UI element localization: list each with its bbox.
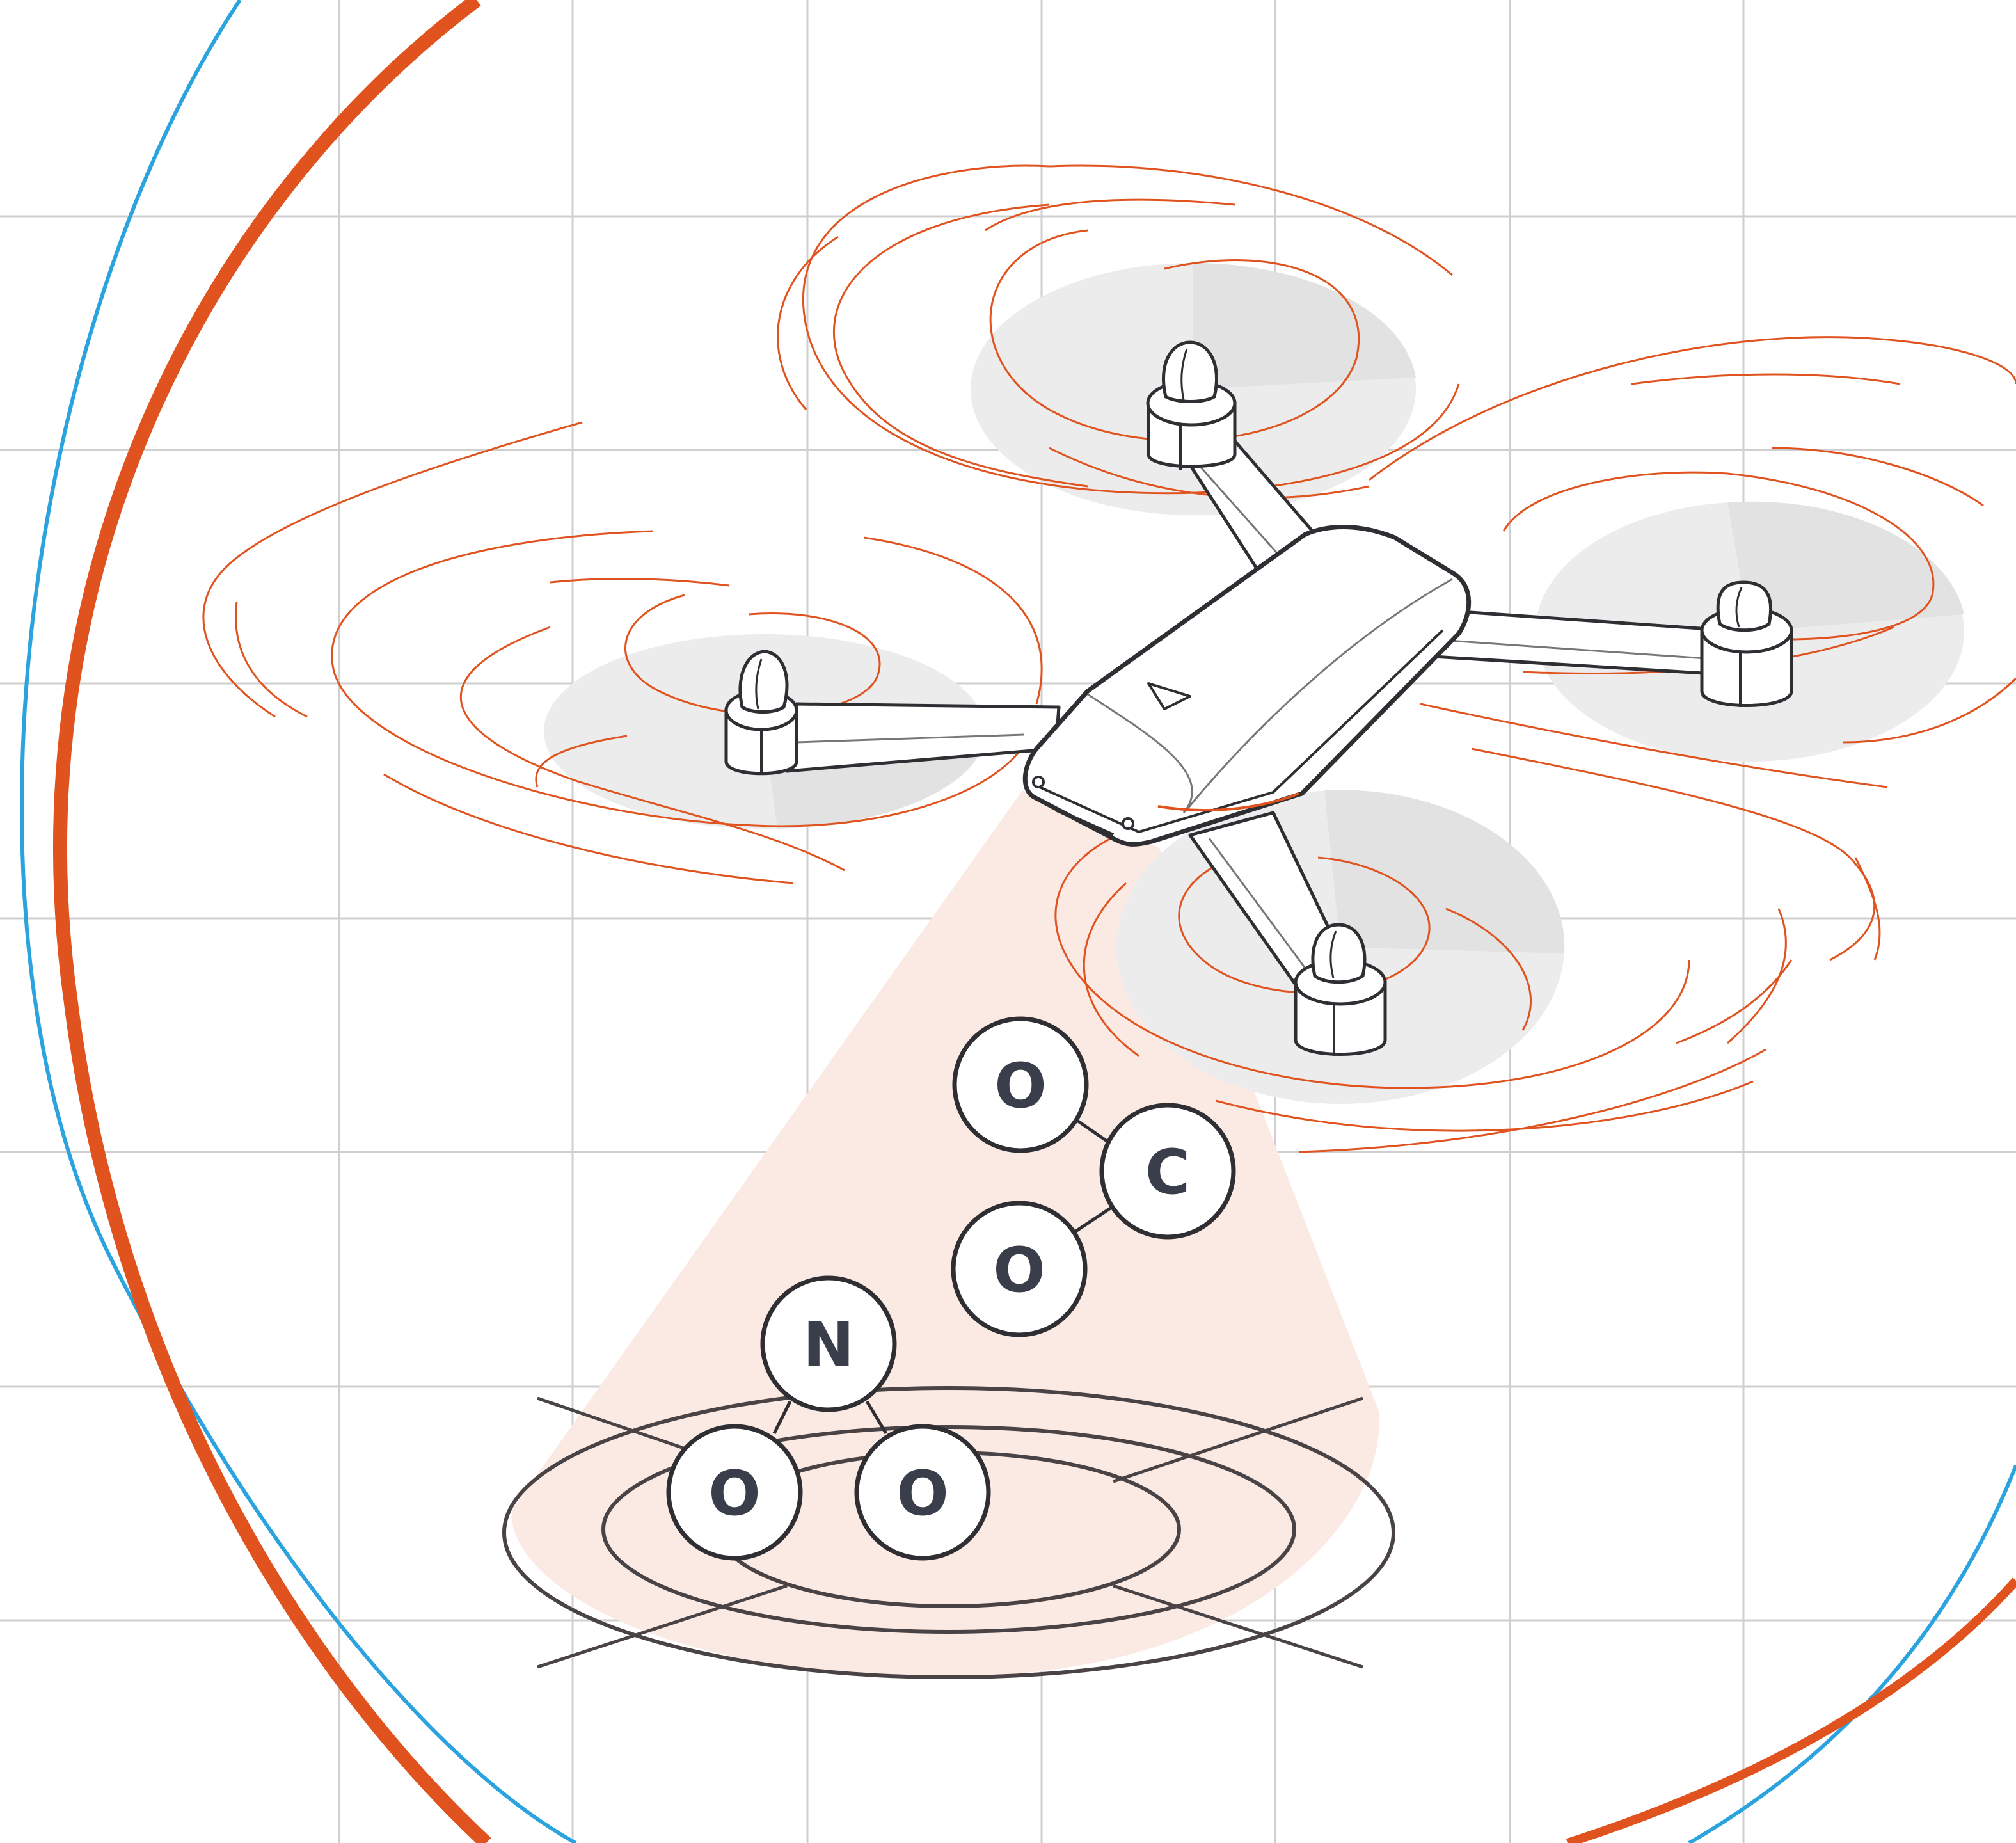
drone-body-shell xyxy=(1022,525,1472,847)
motor-front xyxy=(1294,923,1387,1056)
atom-oxygen-left: O xyxy=(666,1424,803,1561)
target-rings xyxy=(502,1386,1395,1679)
svg-text:O: O xyxy=(896,1458,949,1529)
svg-text:O: O xyxy=(994,1050,1047,1122)
molecule-bonds xyxy=(772,1115,1115,1435)
atom-oxygen-right: O xyxy=(854,1424,991,1561)
orange-orbit-arc-right xyxy=(1566,1577,2016,1843)
svg-text:N: N xyxy=(803,1309,854,1381)
atom-oxygen-top: O xyxy=(952,1016,1089,1153)
svg-text:O: O xyxy=(993,1234,1045,1306)
motor-back xyxy=(1146,340,1237,470)
svg-text:O: O xyxy=(708,1458,761,1529)
drone-camera-slot xyxy=(1054,808,1115,837)
drone-logo-icon xyxy=(1147,682,1191,710)
drone-sensor-dot-2 xyxy=(1122,817,1134,830)
co2-molecule: O C O xyxy=(951,1016,1236,1337)
drone-icon xyxy=(1022,525,1472,847)
atom-nitrogen: N xyxy=(760,1275,897,1412)
blue-orbit-arc xyxy=(20,0,577,1843)
orange-orbit-arc xyxy=(53,0,491,1843)
motors xyxy=(724,340,1793,1056)
no2-molecule: N O O xyxy=(666,1275,991,1561)
motor-front-left xyxy=(724,650,798,776)
atom-carbon: C xyxy=(1099,1103,1236,1240)
atom-oxygen-bottom: O xyxy=(951,1201,1088,1337)
motor-right xyxy=(1700,580,1793,707)
svg-text:C: C xyxy=(1145,1137,1190,1208)
drone-sensor-dot xyxy=(1032,776,1045,788)
blue-orbit-arc-right xyxy=(1688,1464,2016,1843)
